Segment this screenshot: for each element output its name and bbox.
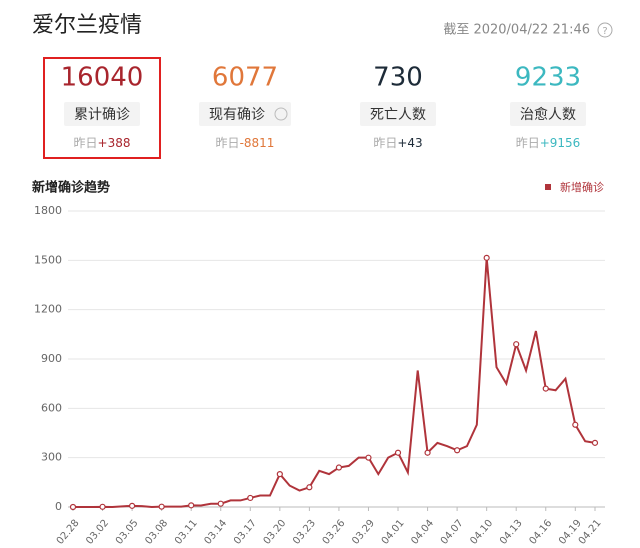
stat-delta: 昨日+9156 xyxy=(516,136,581,150)
delta-value: +43 xyxy=(397,136,422,150)
stat-label: 累计确诊 xyxy=(74,107,130,123)
x-tick-label: 03.29 xyxy=(350,518,377,544)
delta-value: -8811 xyxy=(240,136,275,150)
x-tick-label: 03.02 xyxy=(84,518,111,544)
point xyxy=(247,494,254,502)
x-tick-label: 03.23 xyxy=(291,518,318,544)
point xyxy=(158,503,165,510)
x-tick-label: 03.14 xyxy=(202,518,229,544)
stat-value: 6077 xyxy=(212,63,278,93)
point xyxy=(591,439,599,446)
stat-label-bg xyxy=(199,102,291,126)
x-tick-label: 04.01 xyxy=(380,518,407,544)
stat-label: 现有确诊 xyxy=(209,107,265,123)
legend-swatch xyxy=(545,184,551,190)
y-tick-label: 0 xyxy=(55,500,62,513)
delta-label: 昨日 xyxy=(373,136,397,150)
x-tick-label: 04.10 xyxy=(468,518,495,544)
x-tick-label: 03.11 xyxy=(173,518,200,544)
highlight-box xyxy=(43,57,161,159)
x-tick-label: 04.21 xyxy=(577,518,604,544)
stat-value: 730 xyxy=(373,63,423,93)
point xyxy=(542,385,549,392)
point xyxy=(335,464,343,471)
y-tick-label: 1200 xyxy=(34,303,62,316)
stat-label-bg xyxy=(64,102,140,126)
help-icon[interactable] xyxy=(597,22,613,38)
point xyxy=(69,503,77,511)
point xyxy=(365,454,372,461)
y-tick-label: 1800 xyxy=(34,204,62,217)
x-tick-label: 03.20 xyxy=(262,518,289,544)
delta-value: +388 xyxy=(98,136,131,150)
stat-label-bg xyxy=(360,102,436,126)
x-tick-label: 03.26 xyxy=(321,518,348,544)
stat-value: 16040 xyxy=(61,63,144,93)
y-tick-label: 1500 xyxy=(34,253,62,266)
x-tick-label: 02.28 xyxy=(55,518,82,544)
point xyxy=(483,254,490,261)
delta-label: 昨日 xyxy=(216,136,240,150)
stat-delta: 昨日+388 xyxy=(74,136,131,150)
help-icon[interactable] xyxy=(274,107,288,121)
point xyxy=(217,500,224,507)
point xyxy=(128,502,136,509)
chart-title: 新增确诊趋势 xyxy=(32,180,110,196)
stat-delta: 昨日-8811 xyxy=(216,136,275,150)
y-tick-label: 600 xyxy=(41,401,62,414)
x-tick-label: 04.04 xyxy=(409,518,436,544)
x-tick-label: 03.05 xyxy=(114,518,141,544)
help-icon-mark: ? xyxy=(602,26,607,37)
x-tick-label: 04.07 xyxy=(439,518,466,544)
point xyxy=(306,484,313,491)
point xyxy=(276,471,283,478)
title: 爱尔兰疫情 xyxy=(32,13,142,38)
point xyxy=(454,447,461,454)
stat-label: 治愈人数 xyxy=(520,107,576,123)
x-tick-label: 03.08 xyxy=(143,518,170,544)
point xyxy=(188,502,195,509)
x-tick-label: 04.13 xyxy=(498,518,525,544)
point xyxy=(424,449,431,456)
stat-delta: 昨日+43 xyxy=(373,136,422,150)
point xyxy=(513,341,520,348)
x-tick-label: 04.16 xyxy=(528,518,555,544)
line xyxy=(73,257,596,509)
timestamp: 截至 2020/04/22 21:46 xyxy=(443,23,590,38)
y-tick-label: 300 xyxy=(41,451,62,464)
point xyxy=(572,421,579,428)
delta-label: 昨日 xyxy=(516,136,540,150)
delta-label: 昨日 xyxy=(74,136,98,150)
stat-value: 9233 xyxy=(515,63,581,93)
delta-value: +9156 xyxy=(540,136,581,150)
point xyxy=(99,503,106,510)
y-tick-label: 900 xyxy=(41,352,62,365)
stat-label-bg xyxy=(510,102,586,126)
point xyxy=(394,449,402,456)
x-tick-label: 03.17 xyxy=(232,518,259,544)
legend-label: 新增确诊 xyxy=(560,180,604,194)
stat-label: 死亡人数 xyxy=(370,107,426,123)
